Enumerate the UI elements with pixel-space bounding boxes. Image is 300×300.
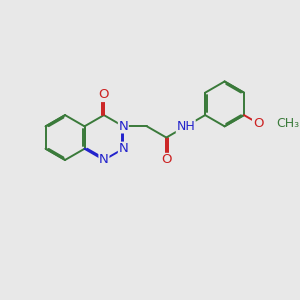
Text: NH: NH	[176, 120, 195, 133]
Text: O: O	[253, 117, 264, 130]
Text: N: N	[118, 120, 128, 133]
Text: O: O	[99, 88, 109, 101]
Text: CH₃: CH₃	[277, 117, 300, 130]
Text: O: O	[161, 154, 172, 166]
Text: N: N	[99, 154, 109, 166]
Text: N: N	[118, 142, 128, 155]
